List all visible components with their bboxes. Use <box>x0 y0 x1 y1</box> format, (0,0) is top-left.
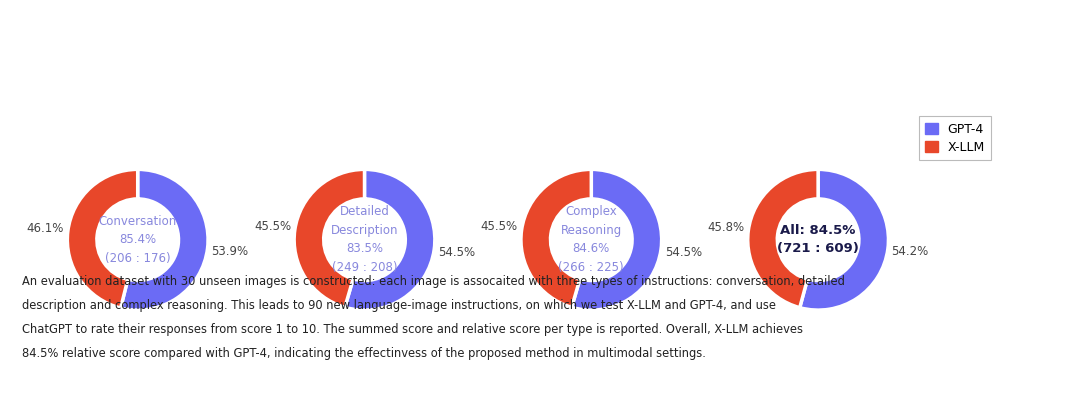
Wedge shape <box>571 169 662 310</box>
Wedge shape <box>121 169 208 310</box>
Text: 54.5%: 54.5% <box>437 246 475 259</box>
Text: 54.2%: 54.2% <box>892 246 929 259</box>
Legend: GPT-4, X-LLM: GPT-4, X-LLM <box>919 116 991 160</box>
Text: 54.5%: 54.5% <box>664 246 702 259</box>
Text: 45.5%: 45.5% <box>254 220 292 233</box>
Text: 46.1%: 46.1% <box>27 222 64 235</box>
Text: Conversation
85.4%
(206 : 176): Conversation 85.4% (206 : 176) <box>98 215 177 265</box>
Wedge shape <box>747 169 819 308</box>
Text: Complex
Reasoning
84.6%
(266 : 225): Complex Reasoning 84.6% (266 : 225) <box>558 206 624 274</box>
Text: 53.9%: 53.9% <box>212 244 248 257</box>
Text: Detailed
Description
83.5%
(249 : 208): Detailed Description 83.5% (249 : 208) <box>330 206 399 274</box>
Text: All: 84.5%
(721 : 609): All: 84.5% (721 : 609) <box>778 224 859 255</box>
Text: 45.8%: 45.8% <box>707 221 744 234</box>
Wedge shape <box>294 169 365 307</box>
Text: An evaluation dataset with 30 unseen images is constructed: each image is assoca: An evaluation dataset with 30 unseen ima… <box>22 275 845 360</box>
Wedge shape <box>67 169 138 308</box>
Text: 45.5%: 45.5% <box>481 220 518 233</box>
Wedge shape <box>345 169 435 310</box>
Wedge shape <box>800 169 889 310</box>
Wedge shape <box>521 169 592 307</box>
